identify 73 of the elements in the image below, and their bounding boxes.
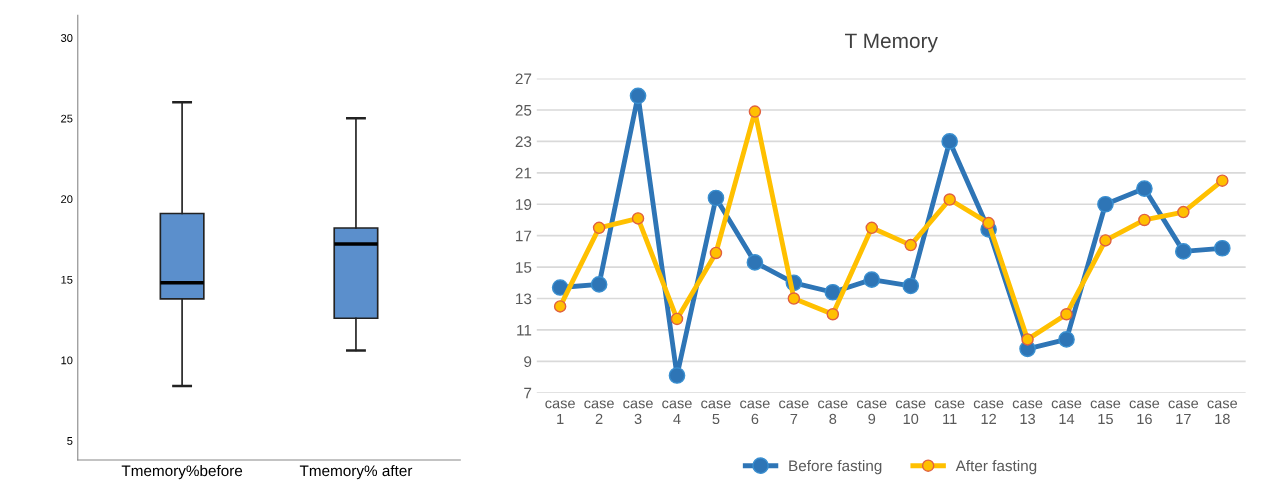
x-tick-label: Tmemory% after (299, 464, 413, 480)
point (551, 279, 569, 296)
x-tick-label: case 9 (856, 400, 887, 425)
legend-label: After fasting (955, 459, 1037, 475)
x-tick-label: Tmemory%before (121, 464, 243, 480)
y-tick-label: 19 (516, 199, 532, 210)
y-tick-label: 30 (60, 34, 73, 42)
x-tick-label: case 4 (662, 400, 692, 424)
x-tick-label: case 13 (1012, 400, 1043, 425)
point (746, 254, 764, 271)
point (943, 193, 956, 206)
point (941, 133, 958, 150)
point (553, 300, 567, 313)
x-tick-label: case 14 (1051, 400, 1082, 424)
point (1175, 243, 1192, 260)
x-tick-label: case 1 (545, 400, 575, 424)
point (824, 283, 842, 301)
point (629, 87, 647, 105)
point (787, 292, 801, 305)
chart-title: T Memory (845, 33, 938, 53)
x-tick-label: case 7 (779, 400, 809, 424)
point (709, 246, 723, 260)
x-tick-label: case 10 (895, 400, 926, 425)
y-tick-label: 15 (516, 262, 532, 273)
legend-label: Before fasting (789, 459, 882, 475)
y-tick-label: 5 (67, 437, 73, 445)
y-tick-label: 23 (515, 136, 532, 148)
point (865, 221, 879, 235)
point (826, 307, 840, 321)
y-tick-label: 27 (515, 73, 532, 85)
point (670, 312, 684, 326)
x-tick-label: case 18 (1207, 400, 1238, 425)
point (668, 367, 686, 384)
y-tick-label: 13 (516, 293, 532, 305)
y-tick-label: 17 (516, 230, 532, 242)
point (863, 271, 881, 289)
x-tick-label: case 16 (1129, 400, 1160, 425)
point (902, 277, 920, 295)
point (631, 212, 645, 225)
point (707, 189, 725, 207)
point (982, 216, 995, 230)
point (1138, 213, 1151, 227)
point (1099, 234, 1112, 247)
point (1177, 205, 1190, 219)
x-tick-label: case 15 (1090, 400, 1121, 425)
x-tick-label: case 11 (934, 400, 965, 424)
point (904, 238, 917, 252)
point (592, 221, 606, 235)
y-tick-label: 20 (61, 195, 73, 204)
point (1058, 331, 1075, 348)
y-tick-label: 15 (61, 275, 73, 284)
point (1136, 180, 1153, 197)
y-tick-label: 25 (61, 114, 73, 123)
y-tick-label: 25 (515, 104, 532, 116)
y-tick-label: 11 (517, 324, 532, 336)
point (748, 105, 762, 118)
point (1097, 195, 1114, 213)
point (1021, 333, 1034, 346)
x-tick-label: case 8 (818, 400, 848, 425)
point (1216, 174, 1229, 187)
x-tick-label: case 17 (1168, 400, 1199, 424)
x-tick-label: case 5 (701, 400, 731, 425)
x-tick-label: case 3 (623, 400, 653, 425)
point (1213, 239, 1231, 257)
y-tick-label: 9 (524, 356, 532, 368)
y-tick-label: 7 (524, 387, 532, 399)
point (590, 276, 608, 293)
y-tick-label: 21 (515, 167, 532, 179)
x-tick-label: case 6 (740, 400, 770, 425)
x-tick-label: case 2 (584, 400, 614, 424)
point (1060, 307, 1073, 321)
x-tick-label: case 12 (973, 400, 1004, 424)
y-tick-label: 10 (61, 356, 73, 365)
